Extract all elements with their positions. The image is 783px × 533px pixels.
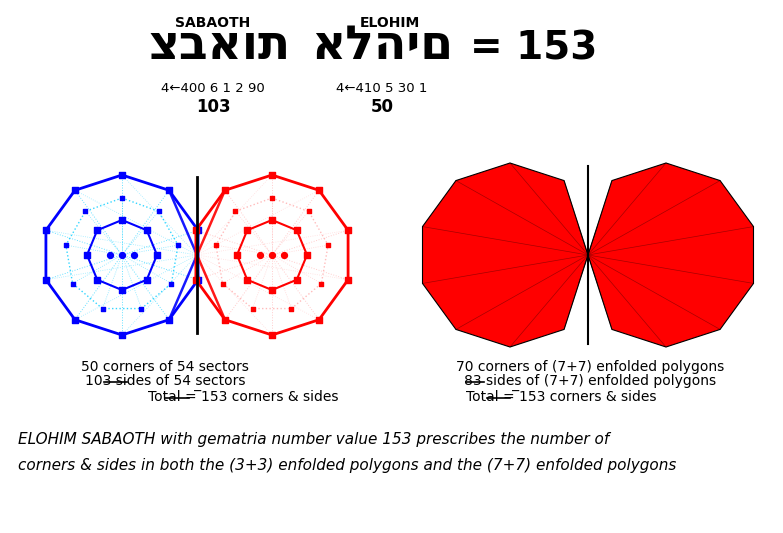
Point [116, 251, 128, 259]
Point [218, 186, 231, 195]
Point [40, 226, 52, 235]
Point [265, 171, 278, 179]
Point [192, 276, 204, 284]
Point [116, 216, 128, 224]
Point [218, 316, 231, 324]
Point [322, 241, 334, 249]
Point [210, 241, 222, 249]
Point [40, 276, 52, 284]
Text: = 153: = 153 [470, 30, 597, 68]
Text: צבאות: צבאות [149, 24, 291, 69]
Point [278, 251, 290, 259]
Point [189, 226, 202, 235]
Text: 103: 103 [196, 98, 230, 116]
Polygon shape [495, 240, 525, 270]
Point [231, 251, 244, 259]
Point [116, 171, 128, 179]
Text: 4←410 5 30 1: 4←410 5 30 1 [337, 82, 428, 95]
Text: אלהים: אלהים [311, 24, 453, 69]
Point [315, 279, 327, 288]
Point [163, 186, 175, 195]
Point [153, 207, 165, 216]
Point [285, 304, 298, 313]
Point [342, 226, 355, 235]
Polygon shape [651, 240, 681, 270]
Point [265, 216, 278, 224]
Polygon shape [461, 205, 559, 300]
Point [241, 226, 254, 235]
Text: ELOHIM: ELOHIM [360, 16, 420, 30]
Polygon shape [633, 217, 699, 293]
Point [69, 186, 81, 195]
Point [151, 251, 164, 259]
Text: SABAOTH: SABAOTH [175, 16, 251, 30]
Point [116, 193, 128, 202]
Text: 83 sides of (7+7) enfolded polygons: 83 sides of (7+7) enfolded polygons [464, 374, 716, 388]
Point [312, 186, 325, 195]
Point [140, 276, 153, 284]
Point [103, 251, 116, 259]
Point [96, 304, 109, 313]
Point [60, 241, 72, 249]
Point [290, 276, 303, 284]
Point [302, 207, 315, 216]
Point [81, 251, 93, 259]
Text: Total = ̅153 corners & sides: Total = ̅153 corners & sides [148, 390, 338, 404]
Point [116, 286, 128, 294]
Point [163, 316, 175, 324]
Point [342, 276, 355, 284]
Point [301, 251, 313, 259]
Polygon shape [617, 205, 715, 300]
Polygon shape [588, 192, 729, 318]
Polygon shape [447, 192, 588, 318]
Text: ELOHIM SABAOTH with gematria number value 153 prescribes the number of: ELOHIM SABAOTH with gematria number valu… [18, 432, 609, 447]
Polygon shape [588, 178, 742, 327]
Point [265, 193, 278, 202]
Point [312, 316, 325, 324]
Point [69, 316, 81, 324]
Point [67, 279, 79, 288]
Point [140, 226, 153, 235]
Text: 4←400 6 1 2 90: 4←400 6 1 2 90 [161, 82, 265, 95]
Point [91, 226, 103, 235]
Point [254, 251, 266, 259]
Point [128, 251, 140, 259]
Text: 70 corners of (7+7) enfolded polygons: 70 corners of (7+7) enfolded polygons [456, 360, 724, 374]
Point [192, 226, 204, 235]
Point [116, 331, 128, 340]
Text: 103 sides of 54 sectors: 103 sides of 54 sectors [85, 374, 245, 388]
Text: Total = ̅153 corners & sides: Total = ̅153 corners & sides [466, 390, 656, 404]
Point [265, 331, 278, 340]
Polygon shape [588, 163, 753, 347]
Point [172, 241, 185, 249]
Text: 50: 50 [370, 98, 394, 116]
Text: 50 corners of 54 sectors: 50 corners of 54 sectors [81, 360, 249, 374]
Polygon shape [485, 228, 536, 277]
Point [265, 286, 278, 294]
Point [241, 276, 254, 284]
Point [246, 304, 258, 313]
Point [229, 207, 242, 216]
Polygon shape [640, 228, 691, 277]
Point [290, 226, 303, 235]
Point [135, 304, 148, 313]
Polygon shape [423, 163, 588, 347]
Point [216, 279, 229, 288]
Polygon shape [434, 178, 588, 327]
Point [189, 276, 202, 284]
Point [265, 251, 278, 259]
Polygon shape [477, 217, 543, 293]
Point [165, 279, 178, 288]
Point [91, 276, 103, 284]
Point [79, 207, 92, 216]
Text: corners & sides in both the (3+3) enfolded polygons and the (7+7) enfolded polyg: corners & sides in both the (3+3) enfold… [18, 458, 677, 473]
